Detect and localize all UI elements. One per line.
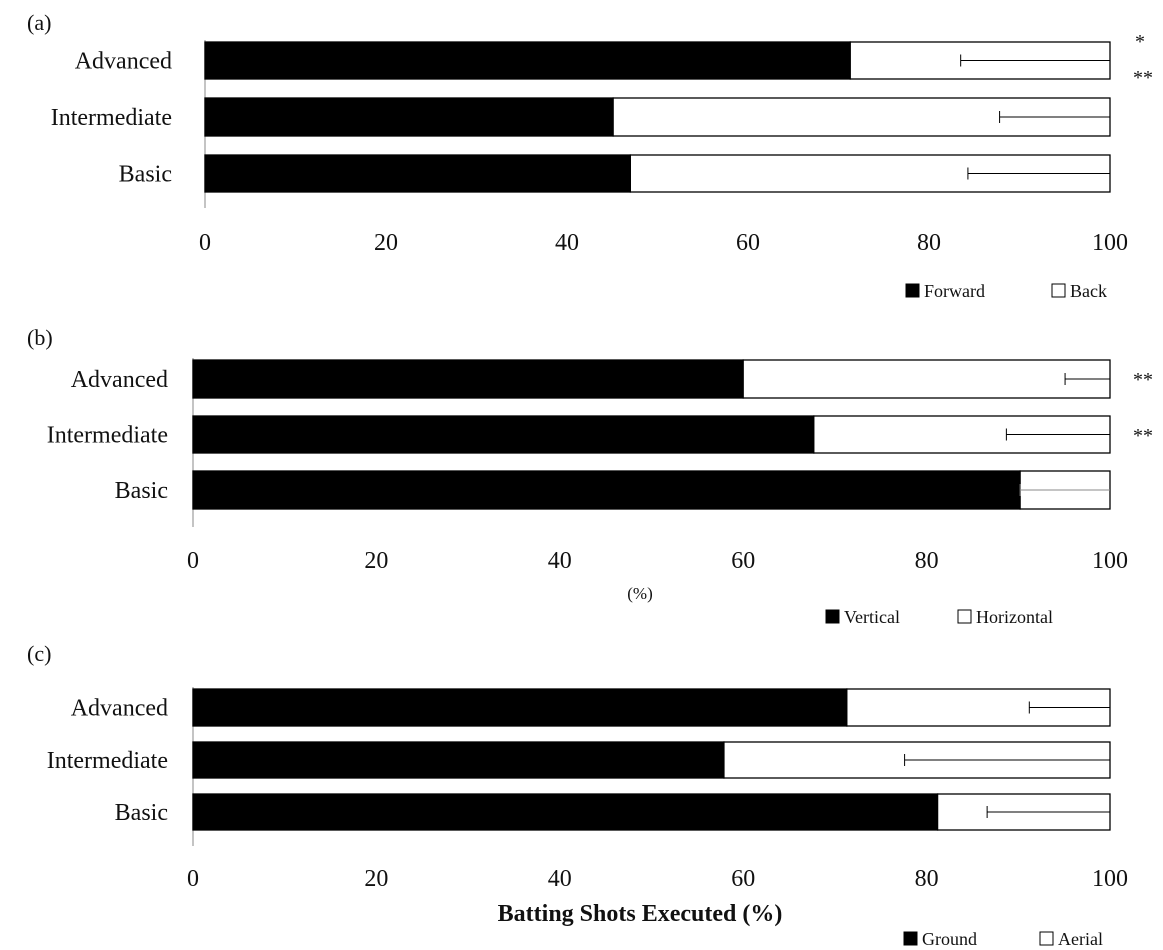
legend: Vertical Horizontal (825, 607, 1053, 627)
legend-swatch-forward (905, 283, 920, 298)
legend-label: Ground (922, 929, 977, 949)
legend-label: Horizontal (976, 607, 1053, 627)
legend-swatch-vertical (825, 609, 840, 624)
legend: Ground Aerial (903, 929, 1103, 949)
x-tick-label: 40 (555, 230, 579, 256)
legend-swatch-ground (903, 931, 918, 946)
bar-ground-basic (192, 793, 939, 831)
bar-ground-intermediate (192, 741, 725, 779)
category-label: Advanced (71, 696, 168, 722)
bar-vertical-basic (192, 470, 1021, 510)
x-tick-label: 100 (1092, 230, 1128, 256)
panel-label: (b) (27, 325, 53, 350)
panel-label: (a) (27, 10, 51, 35)
x-tick-label: 60 (731, 548, 755, 574)
x-tick-label: 0 (187, 866, 199, 892)
x-tick-label: 100 (1092, 548, 1128, 574)
category-label: Intermediate (47, 423, 168, 449)
x-tick-label: 80 (915, 548, 939, 574)
bar-ground-advanced (192, 688, 848, 727)
bar-forward-advanced (204, 41, 851, 80)
chart-panel-b: (b) Advanced ** Intermediate ** Basic 0 20 40 60 8… (27, 325, 1153, 627)
x-tick-label: 0 (199, 230, 211, 256)
x-tick-label: 100 (1092, 866, 1128, 892)
category-label: Intermediate (47, 748, 168, 774)
x-tick-label: 20 (374, 230, 398, 256)
category-label: Basic (119, 162, 172, 188)
legend-label: Forward (924, 281, 985, 301)
chart-panel-c: (c) Advanced Intermediate Basic 0 20 40 60 80 100… (27, 641, 1128, 949)
category-label: Advanced (71, 367, 168, 393)
category-label: Basic (115, 478, 168, 504)
legend-swatch-aerial (1039, 931, 1054, 946)
bar-forward-basic (204, 154, 632, 193)
x-axis-label: (%) (627, 584, 652, 603)
bar-horizontal-advanced (742, 359, 1111, 399)
significance-marker: ** (1133, 369, 1153, 391)
legend-swatch-back (1051, 283, 1066, 298)
legend-label: Aerial (1058, 929, 1103, 949)
x-tick-label: 0 (187, 548, 199, 574)
x-tick-label: 20 (364, 866, 388, 892)
bar-vertical-intermediate (192, 415, 815, 454)
bar-vertical-advanced (192, 359, 744, 399)
x-axis-label: Batting Shots Executed (%) (498, 901, 783, 927)
x-tick-label: 80 (915, 866, 939, 892)
x-tick-label: 40 (548, 866, 572, 892)
legend-label: Vertical (844, 607, 900, 627)
x-tick-label: 80 (917, 230, 941, 256)
category-label: Advanced (75, 49, 172, 75)
bar-forward-intermediate (204, 97, 614, 137)
legend-swatch-horizontal (957, 609, 972, 624)
legend-label: Back (1070, 281, 1107, 301)
legend: Forward Back (905, 281, 1107, 301)
category-label: Intermediate (51, 105, 172, 131)
panel-label: (c) (27, 641, 51, 666)
x-tick-label: 60 (736, 230, 760, 256)
significance-marker: * (1135, 31, 1145, 53)
significance-marker: ** (1133, 67, 1153, 89)
x-tick-label: 60 (731, 866, 755, 892)
x-tick-label: 20 (364, 548, 388, 574)
category-label: Basic (115, 800, 168, 826)
x-tick-label: 40 (548, 548, 572, 574)
significance-marker: ** (1133, 425, 1153, 447)
